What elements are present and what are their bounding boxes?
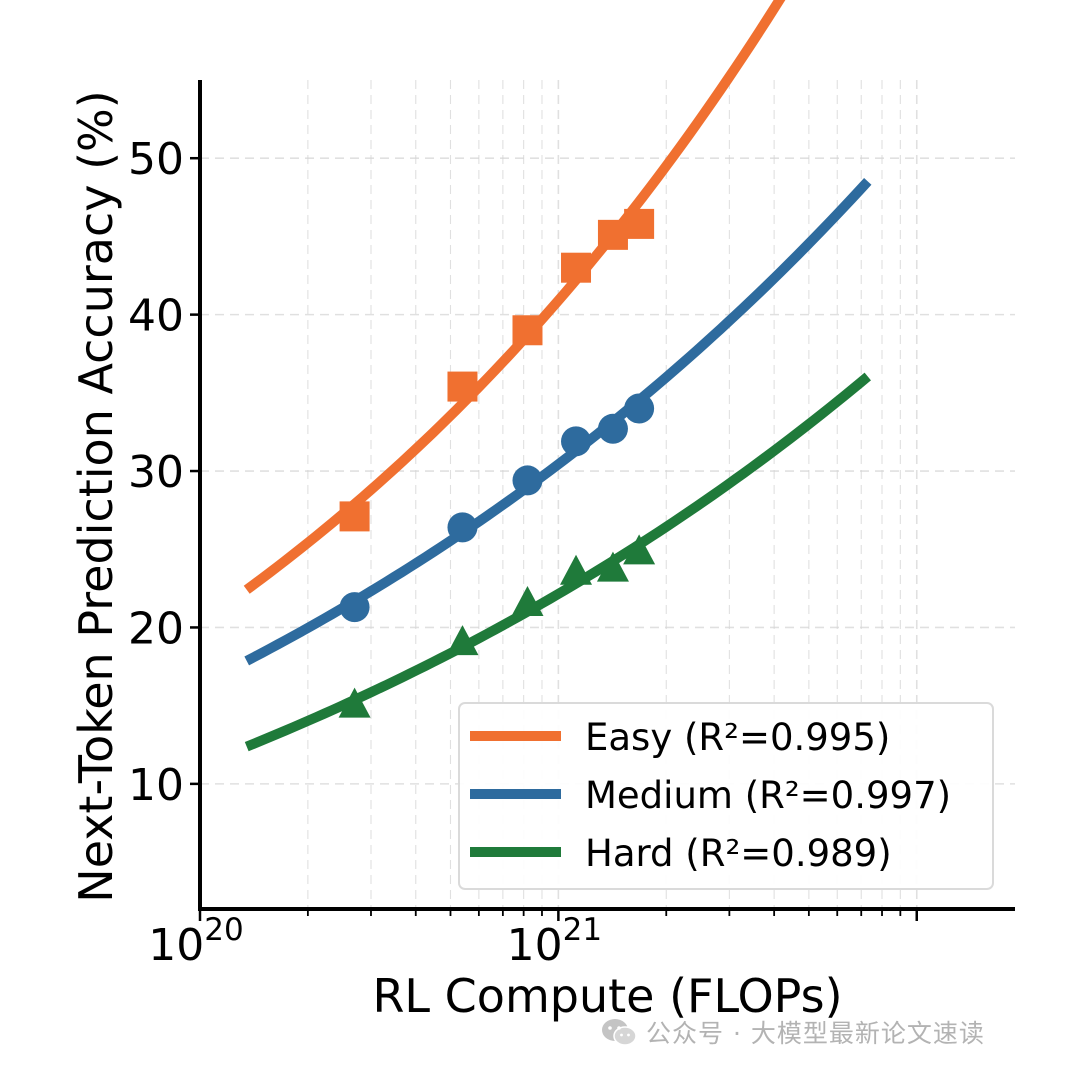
x-tick-label: 1021 — [507, 912, 602, 971]
marker-hard — [446, 625, 479, 656]
watermark: 公众号 · 大模型最新论文速读 — [600, 1012, 985, 1052]
marker-medium — [447, 512, 478, 543]
marker-easy — [512, 315, 543, 346]
marker-hard — [560, 554, 593, 585]
wechat-icon — [602, 1019, 637, 1046]
legend-label-medium: Medium (R²=0.997) — [585, 774, 951, 817]
marker-medium — [561, 426, 592, 457]
y-tick-label: 50 — [128, 134, 184, 185]
y-tick-label: 30 — [128, 447, 184, 498]
y-tick-label: 40 — [128, 291, 184, 342]
marker-medium — [512, 465, 543, 496]
marker-hard — [338, 687, 371, 718]
marker-medium — [624, 393, 655, 424]
legend: Easy (R²=0.995) Medium (R²=0.997) Hard (R²… — [458, 702, 994, 890]
axes — [190, 80, 1015, 921]
x-tick-exp: 21 — [563, 912, 602, 948]
y-tick-label: 20 — [128, 603, 184, 654]
marker-hard — [623, 534, 656, 565]
marker-easy — [339, 501, 370, 532]
y-axis-label: Next-Token Prediction Accuracy (%) — [69, 90, 123, 902]
marker-easy — [624, 208, 655, 239]
x-tick-base: 10 — [507, 920, 563, 971]
legend-label-hard: Hard (R²=0.989) — [585, 832, 892, 875]
watermark-text: 公众号 · 大模型最新论文速读 — [646, 1019, 985, 1048]
marker-medium — [339, 592, 370, 623]
y-tick-label: 10 — [128, 760, 184, 811]
marker-hard — [596, 551, 629, 582]
legend-box — [458, 702, 994, 890]
x-tick-label: 1020 — [148, 912, 243, 971]
data-markers — [338, 208, 656, 718]
marker-easy — [561, 252, 592, 283]
marker-easy — [447, 371, 478, 402]
marker-hard — [511, 585, 544, 616]
marker-medium — [597, 413, 628, 444]
x-axis-label: RL Compute (FLOPs) — [372, 969, 842, 1023]
marker-easy — [597, 219, 628, 250]
legend-label-easy: Easy (R²=0.995) — [585, 716, 890, 759]
axis-labels: RL Compute (FLOPs) Next-Token Prediction … — [69, 90, 843, 1023]
x-tick-exp: 20 — [204, 912, 243, 948]
x-tick-base: 10 — [148, 920, 204, 971]
